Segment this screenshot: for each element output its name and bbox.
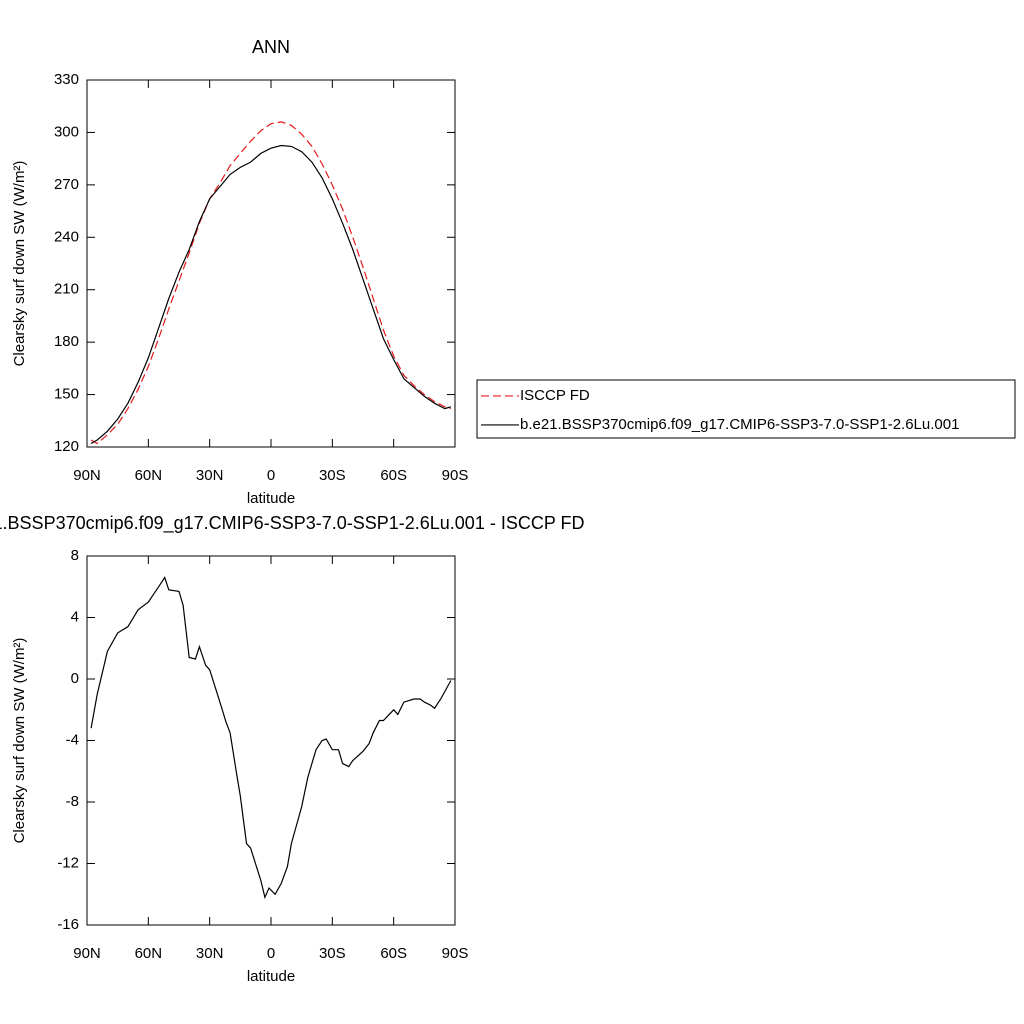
x-tick-label: 90S <box>442 945 469 962</box>
y-axis-label: Clearsky surf down SW (W/m²) <box>11 638 28 844</box>
x-tick-label: 90S <box>442 467 469 484</box>
y-axis-label: Clearsky surf down SW (W/m²) <box>11 161 28 367</box>
x-tick-label: 60S <box>380 945 407 962</box>
plot-frame <box>86 79 456 448</box>
y-tick-label: -8 <box>66 793 79 810</box>
x-tick-label: 60S <box>380 467 407 484</box>
series-line <box>90 144 452 445</box>
y-tick-label: 4 <box>71 608 79 625</box>
x-tick-label: 30N <box>196 467 224 484</box>
x-tick-label: 30S <box>319 467 346 484</box>
series-line <box>90 121 452 445</box>
x-tick-label: 60N <box>135 945 163 962</box>
y-tick-label: 330 <box>54 71 79 88</box>
y-tick-label: 150 <box>54 386 79 403</box>
y-tick-label: 0 <box>71 670 79 687</box>
legend-label: ISCCP FD <box>520 387 590 404</box>
y-tick-label: 270 <box>54 176 79 193</box>
y-tick-label: -12 <box>57 854 79 871</box>
x-tick-label: 90N <box>73 467 101 484</box>
y-tick-label: 120 <box>54 438 79 455</box>
y-tick-label: 8 <box>71 547 79 564</box>
x-tick-label: 0 <box>267 467 275 484</box>
x-tick-label: 60N <box>135 467 163 484</box>
x-tick-label: 30S <box>319 945 346 962</box>
y-tick-label: -16 <box>57 916 79 933</box>
chart-title: ANN <box>252 37 290 57</box>
legend-box <box>476 379 1016 439</box>
x-tick-label: 90N <box>73 945 101 962</box>
y-tick-label: 300 <box>54 123 79 140</box>
x-axis-label: latitude <box>247 968 295 985</box>
series-line <box>90 576 452 900</box>
chart-title: b.e21.BSSP370cmip6.f09_g17.CMIP6-SSP3-7.… <box>0 513 585 534</box>
y-tick-label: 210 <box>54 281 79 298</box>
y-tick-label: 240 <box>54 228 79 245</box>
y-tick-label: 180 <box>54 333 79 350</box>
plot-frame <box>86 555 456 926</box>
y-tick-label: -4 <box>66 731 79 748</box>
x-axis-label: latitude <box>247 490 295 507</box>
legend-label: b.e21.BSSP370cmip6.f09_g17.CMIP6-SSP3-7.… <box>520 416 959 433</box>
x-tick-label: 0 <box>267 945 275 962</box>
x-tick-label: 30N <box>196 945 224 962</box>
